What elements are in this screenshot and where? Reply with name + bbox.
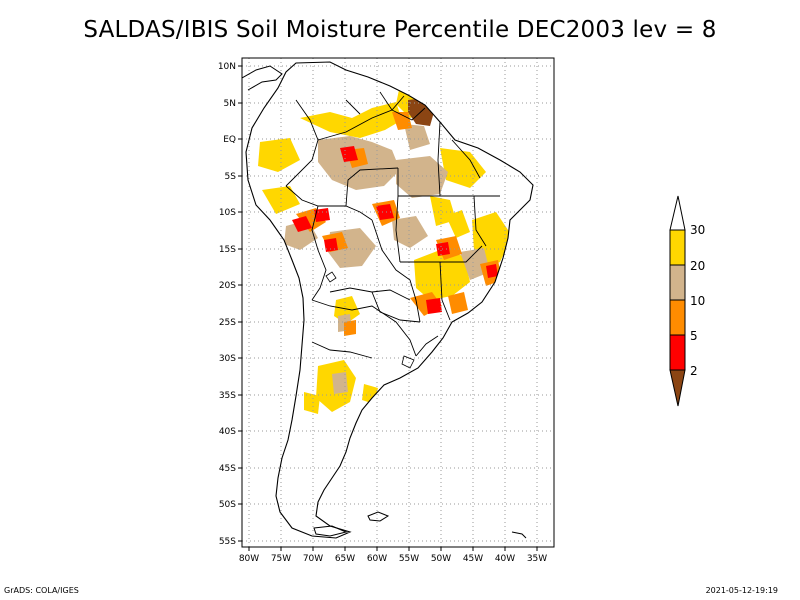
lat-label: 45S bbox=[219, 464, 236, 474]
lon-label: 75W bbox=[271, 554, 291, 564]
lon-label: 40W bbox=[495, 554, 515, 564]
longitude-labels: 80W 75W 70W 65W 60W 55W 50W 45W 40W 35W bbox=[239, 554, 547, 564]
grid-lines bbox=[242, 58, 554, 547]
footer-timestamp: 2021-05-12-19:19 bbox=[705, 586, 778, 595]
legend-segment-20-30 bbox=[669, 229, 686, 266]
map-frame-bg bbox=[242, 58, 554, 547]
lat-label: 10N bbox=[218, 62, 236, 72]
legend-segment-2-5 bbox=[669, 334, 686, 371]
footer-credit: GrADS: COLA/IGES bbox=[4, 586, 79, 595]
lat-label: 50S bbox=[219, 500, 236, 510]
lon-label: 80W bbox=[239, 554, 259, 564]
legend-label: 10 bbox=[690, 294, 705, 308]
lat-label: 5S bbox=[225, 172, 237, 182]
tick-marks bbox=[238, 65, 538, 551]
lat-label: 55S bbox=[219, 537, 236, 547]
lat-label: 30S bbox=[219, 354, 236, 364]
map-frame bbox=[241, 57, 555, 548]
lon-label: 65W bbox=[335, 554, 355, 564]
lon-label: 70W bbox=[303, 554, 323, 564]
lat-label: 20S bbox=[219, 281, 236, 291]
lat-label: 5N bbox=[224, 99, 236, 109]
legend-label: 5 bbox=[690, 329, 698, 343]
legend-label: 20 bbox=[690, 259, 705, 273]
legend-segment-below-2 bbox=[669, 369, 686, 407]
legend-label: 30 bbox=[690, 223, 705, 237]
lakes bbox=[325, 271, 415, 369]
lon-label: 45W bbox=[463, 554, 483, 564]
lon-label: 35W bbox=[527, 554, 547, 564]
legend-label: 2 bbox=[690, 364, 698, 378]
lat-label: 10S bbox=[219, 208, 236, 218]
latitude-labels: 10N 5N EQ 5S 10S 15S 20S 25S 30S 35S 40S… bbox=[218, 62, 236, 547]
colorbar-legend: 30 20 10 5 2 bbox=[669, 195, 705, 407]
continent-outline bbox=[242, 61, 534, 539]
lat-label: EQ bbox=[223, 135, 236, 145]
legend-segment-above-30 bbox=[669, 195, 686, 231]
lon-label: 55W bbox=[399, 554, 419, 564]
lat-label: 15S bbox=[219, 245, 236, 255]
lon-label: 60W bbox=[367, 554, 387, 564]
lat-label: 35S bbox=[219, 391, 236, 401]
lat-label: 40S bbox=[219, 427, 236, 437]
legend-segment-5-10 bbox=[669, 299, 686, 336]
page-title: SALDAS/IBIS Soil Moisture Percentile DEC… bbox=[83, 17, 717, 43]
lon-label: 50W bbox=[431, 554, 451, 564]
legend-segment-10-20 bbox=[669, 264, 686, 301]
country-borders bbox=[285, 91, 500, 359]
lat-label: 25S bbox=[219, 318, 236, 328]
